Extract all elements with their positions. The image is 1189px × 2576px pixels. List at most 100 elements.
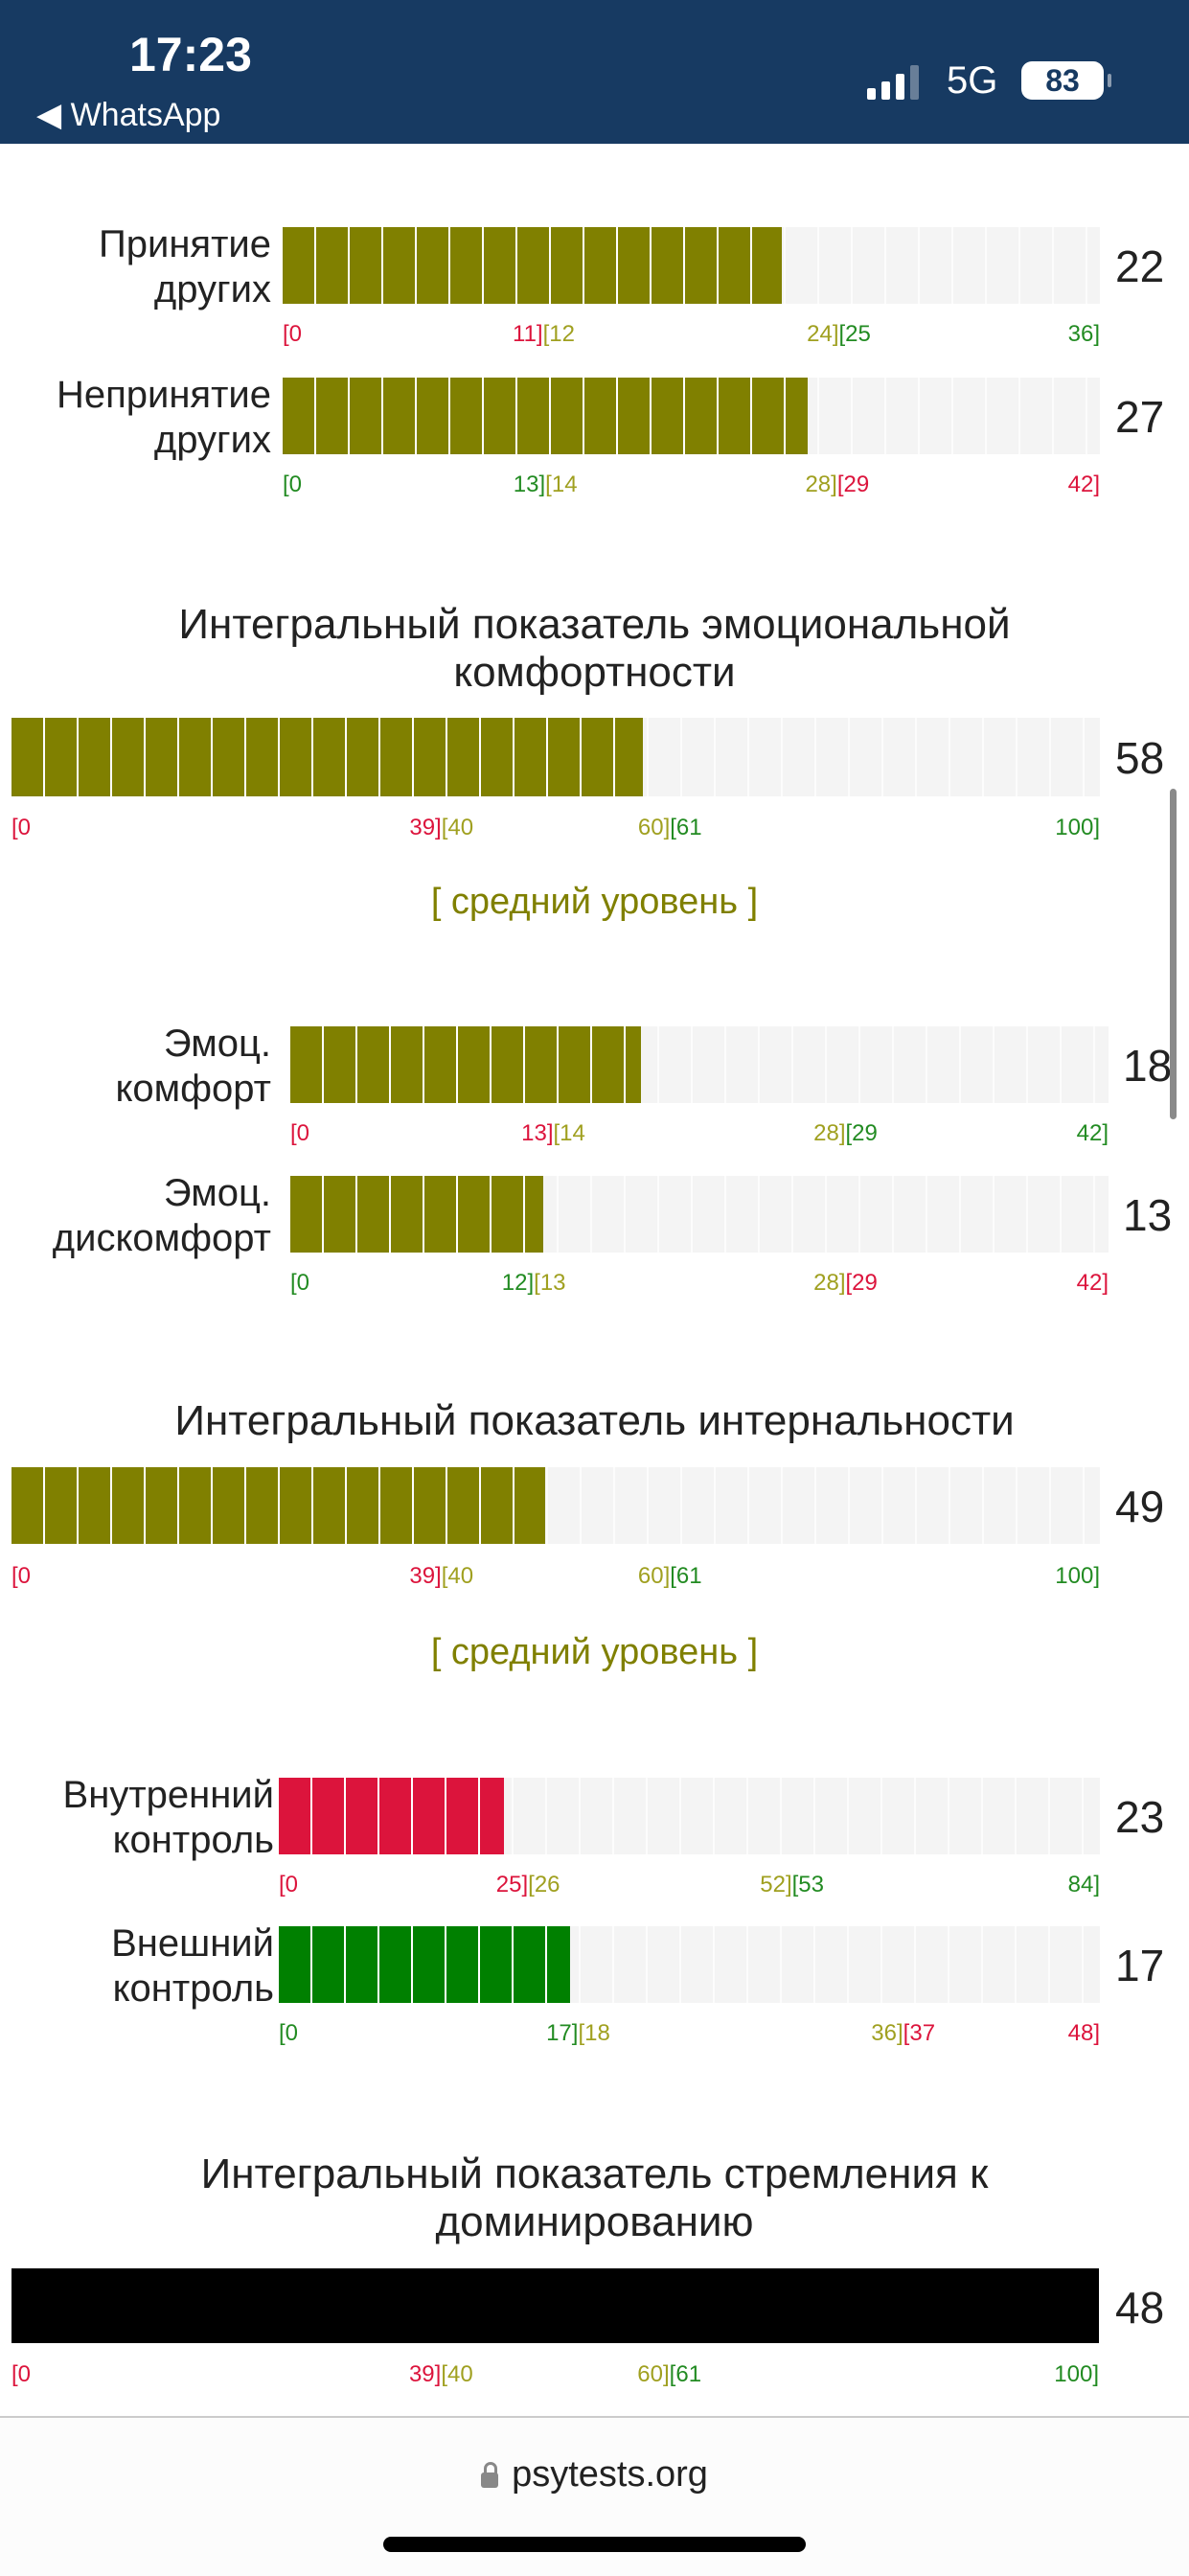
scale-boundary: 12][13 — [502, 1270, 566, 1297]
scale-boundary: 60][61 — [638, 1563, 702, 1590]
scale-boundary: 39][40 — [409, 2361, 473, 2388]
scale-boundary: 39][40 — [409, 1563, 473, 1590]
scale-tick-label: [25 — [838, 321, 871, 347]
row-label: Непринятие других — [56, 374, 271, 461]
scale-tick-label: 28] — [805, 472, 837, 497]
scale-labels: [0 39][40 60][61 100] — [11, 2361, 1099, 2392]
back-to-app-link[interactable]: ◀ WhatsApp — [36, 97, 221, 133]
row-label: Эмоц. комфорт — [115, 1023, 271, 1110]
scale-labels: [0 12][13 28][29 42] — [290, 1270, 1109, 1300]
scale-tick-label: [0 — [279, 2020, 299, 2046]
scale-boundary: 60][61 — [638, 815, 702, 841]
scale-tick-label: [14 — [553, 1120, 585, 1146]
scale-tick-label: 42] — [1067, 472, 1100, 497]
score-bar — [11, 1467, 1100, 1544]
scale-tick-label: [0 — [11, 2361, 32, 2387]
scale-tick-label: [0 — [290, 1270, 310, 1296]
clock: 17:23 — [129, 28, 252, 81]
status-bar: 17:23 ◀ WhatsApp 5G 83 — [0, 0, 1189, 144]
score-bar — [290, 1026, 1109, 1103]
scale-labels: [0 17][18 36][37 48] — [279, 2020, 1100, 2051]
scale-tick-label: 28] — [813, 1270, 846, 1296]
scale-tick-label: 42] — [1076, 1270, 1109, 1296]
scale-tick-label: [40 — [441, 1563, 474, 1589]
scale-labels: [0 39][40 60][61 100] — [11, 1563, 1100, 1594]
score-bar — [11, 2268, 1099, 2343]
scale-boundary: 13][14 — [521, 1120, 585, 1147]
address-bar[interactable]: psytests.org — [0, 2454, 1189, 2496]
scale-tick-label: [0 — [11, 1563, 32, 1589]
score-bar — [279, 1778, 1100, 1854]
scale-labels: [0 25][26 52][53 84] — [279, 1872, 1100, 1902]
score-value: 48 — [1115, 2283, 1165, 2333]
bar-fill — [11, 718, 643, 796]
scale-tick-label: 17] — [546, 2020, 579, 2046]
scale-tick-label: [13 — [534, 1270, 566, 1296]
scale-tick-label: 13] — [513, 472, 546, 497]
level-label: [ средний уровень ] — [430, 1632, 759, 1672]
score-value: 27 — [1115, 392, 1165, 442]
scale-tick-label: [0 — [283, 472, 303, 497]
scale-tick-label: [37 — [903, 2020, 936, 2046]
bar-fill — [290, 1176, 544, 1253]
lock-icon — [481, 2462, 499, 2488]
bar-fill — [290, 1026, 641, 1103]
scale-tick-label: 36] — [1067, 321, 1100, 347]
scale-tick-label: 48] — [1067, 2020, 1100, 2046]
row-label: Принятие других — [99, 223, 271, 310]
bar-fill — [283, 378, 809, 454]
score-value: 23 — [1115, 1792, 1165, 1842]
scale-boundary: 13][14 — [514, 472, 578, 498]
scale-tick-label: [0 — [283, 321, 303, 347]
scale-labels: [0 13][14 28][29 42] — [283, 472, 1100, 502]
row-label: Внутренний контроль — [62, 1774, 274, 1861]
scale-tick-label: 12] — [501, 1270, 535, 1296]
section-title-internality: Интегральный показатель интернальности — [174, 1397, 1015, 1444]
score-value: 22 — [1115, 242, 1165, 291]
scale-boundary: 36][37 — [871, 2020, 935, 2047]
scale-labels: [0 13][14 28][29 42] — [290, 1120, 1109, 1151]
section-title-dominance: Интегральный показатель стремления к доми… — [200, 2150, 989, 2245]
score-bar — [11, 718, 1100, 796]
scale-tick-label: [53 — [791, 1872, 824, 1898]
score-value: 18 — [1123, 1041, 1173, 1091]
scale-tick-label: [29 — [845, 1120, 878, 1146]
scale-tick-label: 28] — [813, 1120, 846, 1146]
scale-tick-label: 39] — [409, 815, 442, 840]
score-bar — [290, 1176, 1109, 1253]
scale-labels: [0 39][40 60][61 100] — [11, 815, 1100, 845]
scale-tick-label: [12 — [542, 321, 575, 347]
browser-bottom-bar: psytests.org — [0, 2416, 1189, 2576]
scale-tick-label: [40 — [441, 2361, 473, 2387]
scale-boundary: 25][26 — [496, 1872, 560, 1898]
score-value: 17 — [1115, 1941, 1165, 1990]
scale-tick-label: [0 — [290, 1120, 310, 1146]
scale-boundary: 17][18 — [546, 2020, 610, 2047]
back-app-name: WhatsApp — [70, 97, 221, 133]
network-type: 5G — [947, 59, 998, 102]
scale-tick-label: 100] — [1055, 815, 1100, 840]
scale-tick-label: [40 — [441, 815, 474, 840]
scale-tick-label: [61 — [669, 2361, 702, 2387]
scale-boundary: 28][29 — [805, 472, 869, 498]
scale-tick-label: 100] — [1055, 1563, 1100, 1589]
scale-tick-label: 84] — [1067, 1872, 1100, 1898]
bar-fill — [11, 1467, 545, 1544]
scale-tick-label: [0 — [279, 1872, 299, 1898]
battery-icon: 83 — [1021, 61, 1111, 100]
scale-tick-label: 60] — [637, 815, 671, 840]
row-label: Внешний контроль — [111, 1922, 274, 2010]
scrollbar[interactable] — [1170, 789, 1177, 1119]
score-value: 58 — [1115, 733, 1165, 783]
scale-tick-label: 39] — [409, 1563, 442, 1589]
home-indicator[interactable] — [383, 2537, 806, 2552]
bar-fill — [279, 1926, 570, 2003]
row-label: Эмоц. дискомфорт — [52, 1172, 271, 1259]
scale-tick-label: 42] — [1076, 1120, 1109, 1146]
scale-boundary: 28][29 — [813, 1270, 878, 1297]
bar-fill — [283, 227, 783, 304]
scale-labels: [0 11][12 24][25 36] — [283, 321, 1100, 352]
scale-tick-label: 60] — [637, 1563, 671, 1589]
scale-tick-label: 11] — [513, 321, 543, 347]
score-value: 49 — [1115, 1482, 1165, 1531]
